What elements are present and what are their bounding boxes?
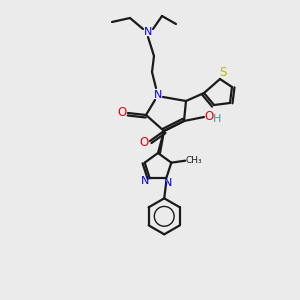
Text: N: N (164, 178, 172, 188)
Text: O: O (117, 106, 127, 118)
Text: S: S (219, 65, 227, 79)
Text: O: O (204, 110, 214, 122)
Text: H: H (213, 114, 221, 124)
Text: N: N (154, 90, 162, 100)
Text: CH₃: CH₃ (185, 156, 202, 165)
Text: O: O (140, 136, 148, 149)
Text: N: N (144, 27, 152, 37)
Text: N: N (141, 176, 149, 186)
